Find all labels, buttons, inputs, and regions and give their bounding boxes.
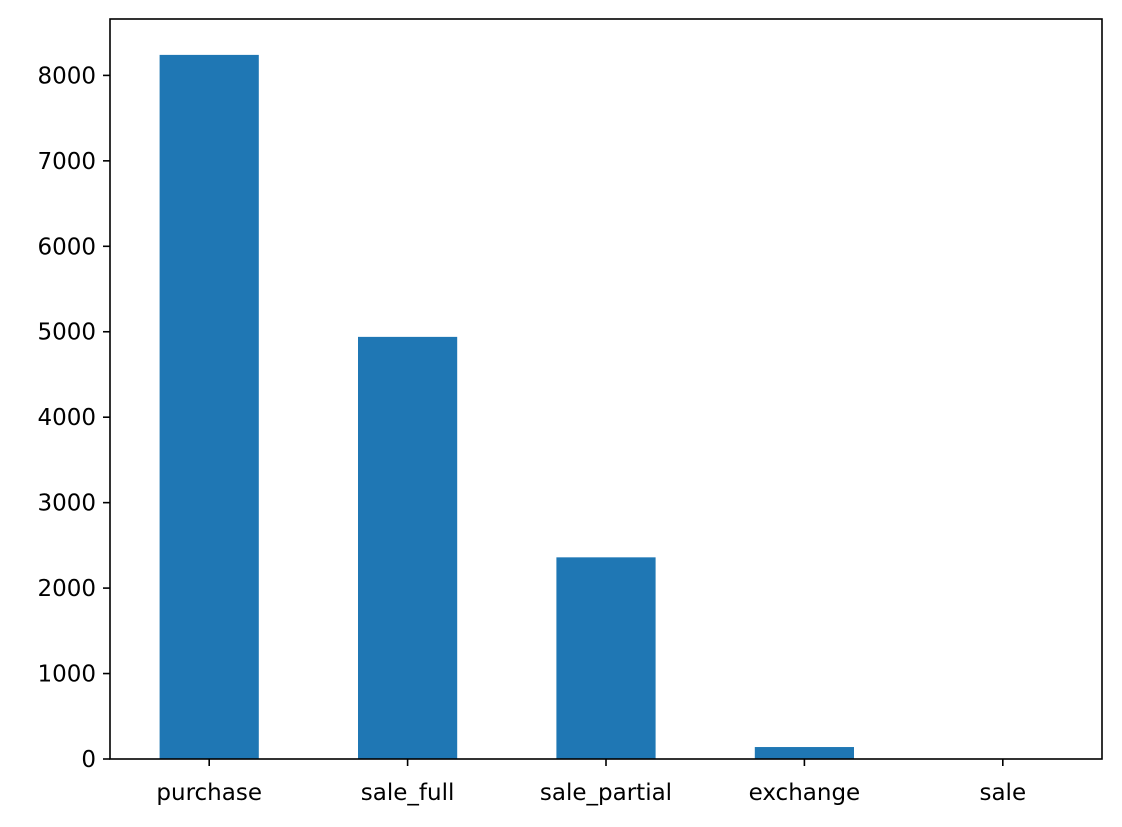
bars-group (159, 54, 1053, 759)
x-tick-label: purchase (156, 780, 262, 806)
y-tick-label: 0 (81, 747, 96, 773)
bar-purchase (159, 54, 259, 759)
x-tick-label: exchange (749, 780, 861, 806)
x-tick-label: sale_full (361, 780, 455, 806)
y-tick-label: 4000 (37, 405, 96, 431)
y-tick-label: 2000 (37, 576, 96, 602)
y-tick-label: 7000 (37, 149, 96, 175)
y-tick-label: 8000 (37, 63, 96, 89)
x-tick-label: sale (979, 780, 1026, 806)
y-tick-label: 3000 (37, 491, 96, 517)
y-tick-label: 6000 (37, 234, 96, 260)
plot-frame (109, 18, 1103, 760)
x-axis: purchase sale_full sale_partial exchange sal… (156, 759, 1026, 806)
bar-exchange (754, 747, 854, 759)
bar-sale-full (358, 336, 458, 759)
y-tick-label: 1000 (37, 662, 96, 688)
bar-sale-partial (556, 557, 656, 759)
y-axis: 0 1000 2000 3000 4000 5000 6000 7000 8000 (37, 63, 110, 773)
y-tick-label: 5000 (37, 320, 96, 346)
x-tick-label: sale_partial (540, 780, 672, 806)
